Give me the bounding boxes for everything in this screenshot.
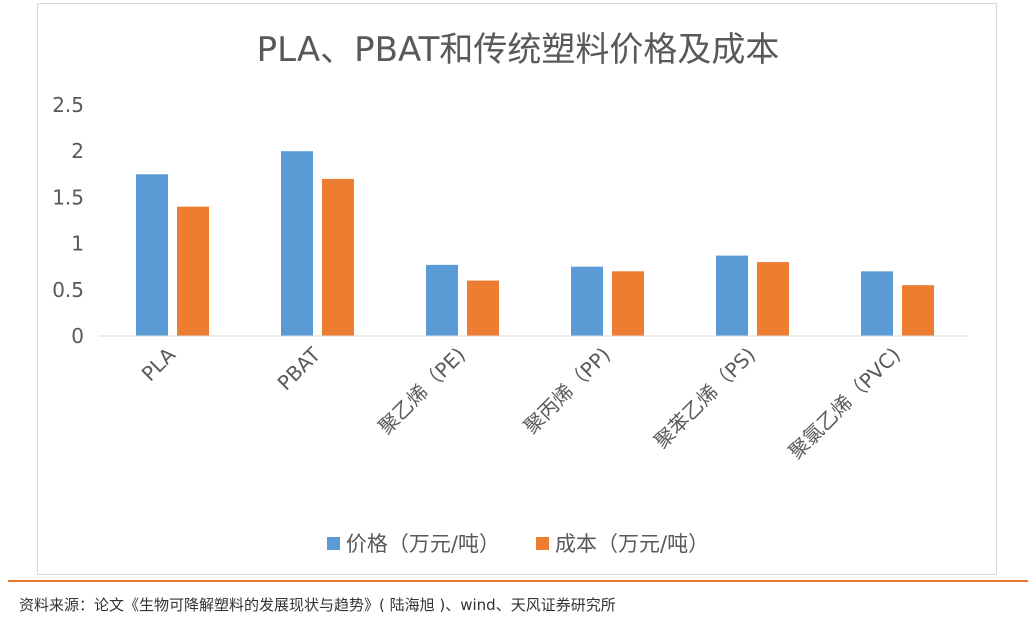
cost-bar-3 [612,271,644,336]
legend-item-cost: 成本（万元/吨） [536,528,709,558]
x-tick-label: 聚苯乙烯（PS) [649,343,760,454]
price-bar-5 [861,271,893,336]
x-tick-label: 聚丙烯（PP) [519,343,615,439]
chart-title: PLA、PBAT和传统塑料价格及成本 [256,30,780,70]
cost-bar-1 [322,178,354,336]
x-tick-label: PBAT [273,342,326,395]
y-tick-label: 2.5 [52,93,84,117]
x-axis-labels: PLA PBAT 聚乙烯（PE) 聚丙烯（PP) 聚苯乙烯（PS) 聚氯乙烯（PVC) [137,342,905,464]
price-bar-1 [281,151,313,336]
source-note: 资料来源：论文《生物可降解塑料的发展现状与趋势》( 陆海旭 )、wind、天风证… [19,596,616,614]
price-bar-4 [716,255,748,336]
cost-bar-2 [467,280,499,336]
x-tick-label: PLA [137,342,181,386]
cost-bar-5 [902,285,934,336]
legend: 价格（万元/吨） 成本（万元/吨） [0,528,1036,558]
legend-label-price: 价格（万元/吨） [345,532,500,556]
y-tick-label: 2 [71,139,84,163]
cost-bar-0 [177,206,209,336]
y-tick-label: 0 [71,324,84,348]
x-tick-label: 聚乙烯（PE) [374,343,471,440]
legend-swatch-price [326,536,340,550]
price-bar-2 [426,264,458,336]
legend-label-cost: 成本（万元/吨） [555,532,710,556]
cost-bar-4 [757,262,789,336]
legend-item-price: 价格（万元/吨） [326,528,500,558]
y-tick-label: 1.5 [52,185,84,209]
price-bar-0 [136,174,168,336]
divider-line [8,580,1028,582]
legend-swatch-cost [536,536,549,550]
y-tick-label: 1 [71,232,84,256]
y-tick-label: 0.5 [52,278,84,302]
price-bar-3 [571,266,603,336]
bars [136,151,934,336]
x-tick-label: 聚氯乙烯（PVC) [784,343,905,464]
y-axis-ticks: 0 0.5 1 1.5 2 2.5 [52,93,84,348]
